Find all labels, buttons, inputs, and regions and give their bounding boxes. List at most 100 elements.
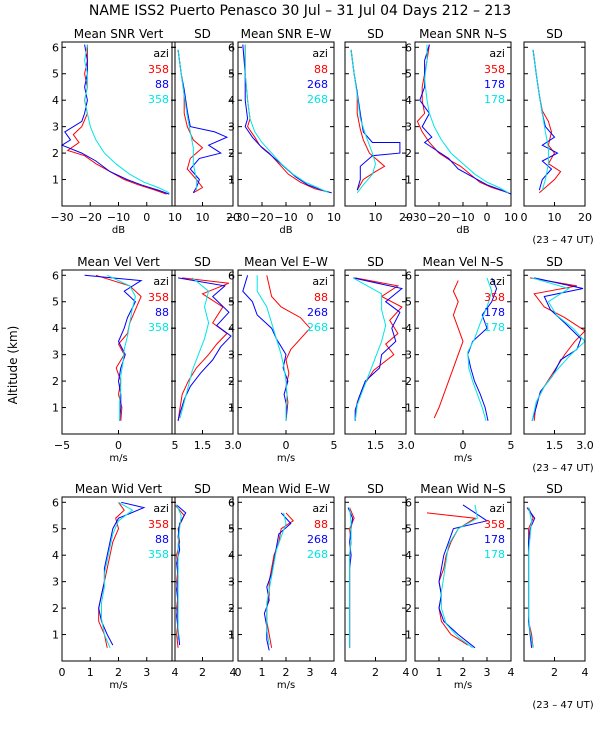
series-line [176, 504, 182, 640]
x-axis-label: dB [112, 225, 125, 236]
legend-entry: 178 [484, 321, 505, 334]
legend-title: azi [312, 275, 328, 288]
legend-entry: 268 [307, 78, 328, 91]
y-tick-label: 1 [405, 629, 412, 642]
legend-entry: 358 [484, 291, 505, 304]
series-line [177, 49, 197, 191]
chart-panel: SD 1.5 3.0 [344, 255, 415, 452]
series-line [349, 507, 355, 648]
series-line [242, 275, 289, 421]
legend-entry: 178 [484, 533, 505, 546]
x-axis-label: m/s [277, 453, 295, 464]
x-axis-label: m/s [109, 453, 127, 464]
x-tick-label: 1.5 [546, 439, 564, 452]
plot-frame [523, 41, 586, 207]
series-line [352, 277, 387, 421]
time-range-label-row-3: (23 – 47 UT) [532, 700, 593, 711]
series-line [84, 274, 143, 421]
y-tick-label: 4 [52, 94, 59, 107]
legend-title: azi [153, 47, 169, 60]
plot-frame [171, 41, 234, 207]
legend-entry: 88 [155, 533, 169, 546]
legend-entry: 358 [484, 518, 505, 531]
y-tick-label: 2 [405, 602, 412, 615]
panel-title: Mean SNR Vert [74, 27, 164, 41]
series-line [256, 275, 288, 421]
series-line [84, 44, 170, 194]
y-tick-label: 3 [52, 576, 59, 589]
series-line [60, 44, 170, 195]
y-tick-label: 5 [228, 68, 235, 81]
legend-entry: 358 [148, 291, 169, 304]
legend-entry: 268 [307, 533, 328, 546]
x-tick-label: 10 [369, 211, 383, 224]
x-tick-label: 1 [87, 666, 94, 679]
x-tick-label: 10 [327, 211, 341, 224]
chart-panel: Mean Wid E–W 1 2 3 4 5 6 0 1 2 3 4 m/s azi 88 268 268 [228, 482, 338, 691]
x-tick-label: 2 [551, 666, 558, 679]
x-tick-label: 0 [235, 666, 242, 679]
y-tick-label: 2 [228, 602, 235, 615]
x-tick-label: 2 [283, 666, 290, 679]
legend-entry: 88 [155, 78, 169, 91]
panel-title: SD [194, 482, 211, 496]
legend-entry: 358 [484, 63, 505, 76]
legend-entry: 268 [307, 306, 328, 319]
y-tick-label: 6 [52, 41, 59, 54]
x-tick-label: 3 [307, 666, 314, 679]
y-tick-label: 6 [405, 41, 412, 54]
series-line [66, 44, 167, 195]
y-tick-label: 2 [52, 375, 59, 388]
x-tick-label: 1.5 [367, 439, 385, 452]
series-line [98, 501, 146, 646]
panel-title: Mean Wid Vert [75, 482, 162, 496]
y-tick-label: 4 [52, 322, 59, 335]
legend-entry: 178 [484, 306, 505, 319]
x-tick-label: 4 [508, 666, 515, 679]
legend-entry: 268 [307, 548, 328, 561]
x-tick-label: 0 [143, 211, 150, 224]
y-tick-label: 2 [228, 147, 235, 160]
y-tick-label: 1 [228, 402, 235, 415]
series-line [531, 277, 586, 421]
x-axis-label: dB [456, 225, 469, 236]
y-tick-label: 1 [228, 174, 235, 187]
x-axis-label: m/s [454, 680, 472, 691]
chart-panel: Mean Vel Vert 1 2 3 4 5 6 −5 0 5 m/s azi 358 88 358 [52, 255, 179, 464]
chart-panel: Mean Vel E–W 1 2 3 4 5 6 0 5 m/s azi 88 268 268 [228, 255, 338, 464]
chart-panel: Mean Vel N–S 1 2 3 4 5 6 0 5 m/s azi 358 178 178 [405, 255, 515, 464]
legend-title: azi [312, 502, 328, 515]
series-line [531, 277, 584, 421]
legend-entry: 358 [148, 93, 169, 106]
panel-title: Mean Vel Vert [77, 255, 160, 269]
y-tick-label: 1 [405, 402, 412, 415]
x-axis-label: m/s [109, 680, 127, 691]
y-tick-label: 4 [52, 549, 59, 562]
series-line [350, 49, 386, 191]
panel-title: SD [367, 255, 384, 269]
panel-title: Mean Wid E–W [242, 482, 330, 496]
series-line [101, 501, 134, 648]
x-tick-label: 0 [307, 211, 314, 224]
x-tick-label: 2 [115, 666, 122, 679]
y-tick-label: 3 [405, 349, 412, 362]
panel-title: SD [546, 482, 563, 496]
legend-title: azi [489, 275, 505, 288]
series-line [352, 277, 404, 421]
x-tick-label: 3.0 [397, 439, 415, 452]
x-tick-label: 5 [331, 439, 338, 452]
panel-title: SD [194, 27, 211, 41]
legend-entry: 88 [314, 63, 328, 76]
series-line [177, 277, 230, 421]
legend-entry: 358 [148, 518, 169, 531]
legend-title: azi [489, 502, 505, 515]
panel-title: SD [546, 27, 563, 41]
y-tick-label: 3 [228, 576, 235, 589]
chart-panel: SD 1.5 3.0 [523, 255, 594, 452]
series-line [177, 49, 229, 194]
y-tick-label: 1 [52, 402, 59, 415]
x-tick-label: 20 [399, 211, 413, 224]
y-tick-label: 6 [52, 269, 59, 282]
